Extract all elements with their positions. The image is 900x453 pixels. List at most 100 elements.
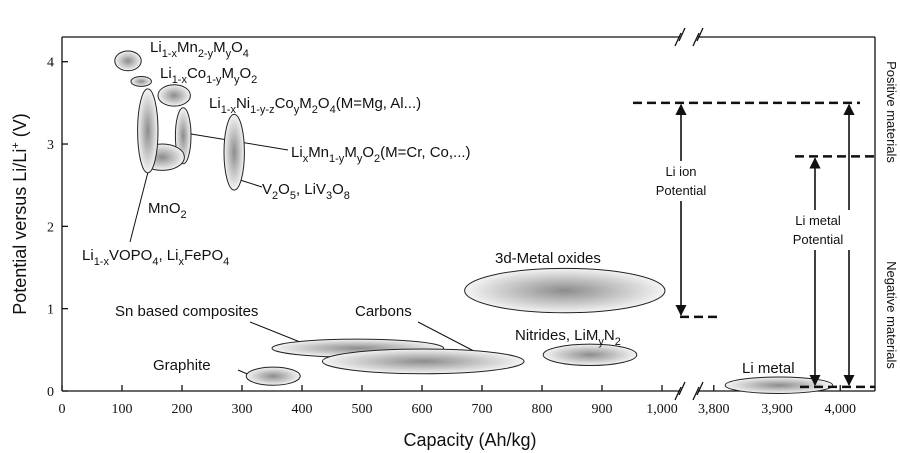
region-label: 3d-Metal oxides bbox=[495, 250, 601, 267]
region-label-part: 8 bbox=[344, 190, 350, 202]
region bbox=[245, 366, 301, 386]
x-tick-label: 400 bbox=[292, 402, 313, 417]
region-label-part: Carbons bbox=[355, 303, 412, 320]
x-axis-title: Capacity (Ah/kg) bbox=[403, 430, 536, 450]
region-label-part: 4 bbox=[243, 48, 249, 60]
region-label-part: O bbox=[318, 95, 330, 112]
y-axis-title-part: + bbox=[10, 142, 22, 148]
x-tick-label: 100 bbox=[112, 402, 133, 417]
region bbox=[321, 348, 525, 375]
region bbox=[724, 376, 834, 394]
region-label-part: 4 bbox=[223, 256, 229, 268]
region-label-part: y bbox=[234, 74, 240, 86]
region-label-part: M bbox=[213, 39, 226, 56]
region-label-part: FePO bbox=[184, 247, 223, 264]
region-label-part: O bbox=[332, 181, 344, 198]
region-label-part: 2-y bbox=[198, 48, 214, 60]
region-label-part: O bbox=[278, 181, 290, 198]
axis-break bbox=[678, 27, 686, 42]
region-label: Li1-xNi1-y-zCoyM2O4(M=Mg, Al...) bbox=[209, 95, 421, 116]
region-label-part: y bbox=[357, 153, 363, 165]
region-label-part: Sn based composites bbox=[115, 303, 258, 320]
region-label: Carbons bbox=[355, 303, 412, 320]
window-label: Potential bbox=[793, 232, 844, 247]
region-label-part: Li bbox=[209, 95, 221, 112]
region-label-part: (M=Mg, Al...) bbox=[336, 95, 421, 112]
region-label-part: , LiV bbox=[296, 181, 326, 198]
axis-break bbox=[696, 27, 704, 42]
region-label-part: O bbox=[239, 65, 251, 82]
x-tick-label: 0 bbox=[59, 402, 66, 417]
region-label: Li metal bbox=[742, 360, 795, 377]
region bbox=[157, 84, 191, 107]
region-label-part: y bbox=[294, 104, 300, 116]
x-tick-label: 1,000 bbox=[646, 402, 678, 417]
region-label-part: 2 bbox=[251, 74, 257, 86]
x-tick-label: 600 bbox=[412, 402, 433, 417]
region-label-part: 5 bbox=[290, 190, 296, 202]
window-label: Li metal bbox=[795, 213, 841, 228]
x-tick-label: 300 bbox=[232, 402, 253, 417]
region-label-part: Li bbox=[291, 144, 303, 161]
axis-break bbox=[692, 32, 700, 47]
region-label: V2O5, LiV3O8 bbox=[262, 181, 350, 202]
region-label-part: Li bbox=[160, 65, 172, 82]
region-label: Li1-xCo1-yMyO2 bbox=[160, 65, 257, 86]
region-label-part: 1-y-z bbox=[250, 104, 274, 116]
region-label-part: Co bbox=[275, 95, 294, 112]
region-label-part: Nitrides, LiM bbox=[515, 327, 598, 344]
region-label-part: Mn bbox=[308, 144, 329, 161]
region-label: Li1-xMn2-yMyO4 bbox=[150, 39, 249, 60]
region-label-part: y bbox=[226, 48, 232, 60]
y-tick-label: 1 bbox=[47, 303, 54, 318]
region-label: Li1-xVOPO4, LixFePO4 bbox=[82, 247, 229, 268]
region-label-part: Ni bbox=[236, 95, 250, 112]
region-label-part: M bbox=[344, 144, 357, 161]
region-label-part: 2 bbox=[374, 153, 380, 165]
x-tick-label: 200 bbox=[172, 402, 193, 417]
region-label-part: 4 bbox=[152, 256, 158, 268]
region-label-part: Li bbox=[82, 247, 94, 264]
region-label-part: , Li bbox=[158, 247, 178, 264]
x-tick-label: 900 bbox=[592, 402, 613, 417]
y-axis-title-part: Potential versus Li/Li bbox=[10, 149, 30, 315]
y-axis-title-part: (V) bbox=[10, 113, 30, 142]
x-tick-label: 700 bbox=[472, 402, 493, 417]
region bbox=[137, 88, 159, 174]
region-label-part: x bbox=[303, 153, 309, 165]
region-label-part: Graphite bbox=[153, 357, 211, 374]
y-tick-label: 4 bbox=[47, 56, 54, 71]
region-label-part: O bbox=[362, 144, 374, 161]
axis-break bbox=[678, 381, 686, 396]
region-label-part: 2 bbox=[181, 209, 187, 221]
region-label-part: MnO bbox=[148, 200, 181, 217]
leader-line bbox=[129, 171, 149, 243]
region-label-part: Mn bbox=[177, 39, 198, 56]
region-label-part: x bbox=[178, 256, 184, 268]
x-tick-label: 3,900 bbox=[761, 402, 793, 417]
region-label-part: 2 bbox=[615, 336, 621, 348]
region bbox=[223, 113, 245, 191]
side-label: Positive materials bbox=[884, 61, 899, 163]
region-label: Sn based composites bbox=[115, 303, 258, 320]
axis-break bbox=[674, 386, 682, 401]
region-label: Nitrides, LiMyN2 bbox=[515, 327, 621, 348]
region bbox=[464, 267, 666, 314]
axis-break bbox=[674, 32, 682, 47]
region-label-part: VOPO bbox=[109, 247, 152, 264]
region-label-part: M bbox=[299, 95, 312, 112]
region-label: Graphite bbox=[153, 357, 211, 374]
region-label-part: N bbox=[604, 327, 615, 344]
region bbox=[114, 50, 142, 72]
region-label-part: 4 bbox=[330, 104, 336, 116]
y-axis-title: Potential versus Li/Li+ (V) bbox=[10, 113, 30, 315]
y-tick-label: 3 bbox=[47, 138, 54, 153]
x-tick-label: 3,800 bbox=[698, 402, 730, 417]
side-label: Negative materials bbox=[884, 261, 899, 369]
y-tick-label: 0 bbox=[47, 385, 54, 400]
x-tick-label: 4,000 bbox=[824, 402, 856, 417]
region-label-part: 2 bbox=[312, 104, 318, 116]
window-label: Potential bbox=[656, 183, 707, 198]
x-tick-label: 800 bbox=[532, 402, 553, 417]
